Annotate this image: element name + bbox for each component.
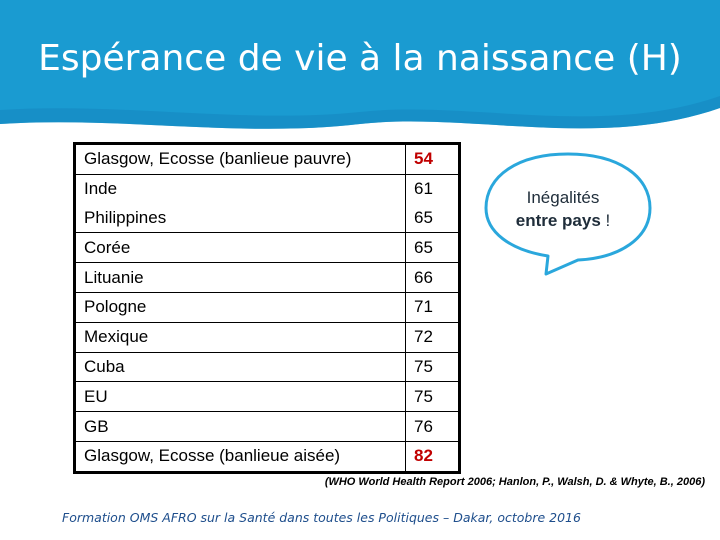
country-cell: Glasgow, Ecosse (banlieue pauvre)	[73, 142, 406, 175]
value-cell: 72	[405, 321, 461, 353]
table-row: Lituanie 66	[73, 262, 461, 293]
value-cell: 65	[405, 203, 461, 234]
callout-text: Inégalités entre pays !	[478, 186, 648, 232]
table-row: EU 75	[73, 381, 461, 413]
callout-line2-suffix: !	[600, 211, 611, 230]
footer-text: Formation OMS AFRO sur la Santé dans tou…	[62, 510, 581, 525]
country-cell: Pologne	[73, 291, 406, 323]
speech-bubble-icon	[484, 152, 652, 276]
value-cell: 75	[405, 381, 461, 413]
callout-line2: entre pays	[515, 211, 601, 230]
value-cell: 61	[405, 173, 461, 204]
country-cell: Cuba	[73, 351, 406, 383]
country-cell: Inde	[73, 173, 406, 204]
country-cell: GB	[73, 411, 406, 442]
table-row: GB 76	[73, 411, 461, 442]
table-row: Glasgow, Ecosse (banlieue pauvre) 54	[73, 142, 461, 175]
value-cell: 66	[405, 262, 461, 293]
life-expectancy-table: Glasgow, Ecosse (banlieue pauvre) 54 Ind…	[73, 142, 461, 474]
source-citation: (WHO World Health Report 2006; Hanlon, P…	[324, 476, 705, 488]
country-cell: Glasgow, Ecosse (banlieue aisée)	[73, 440, 406, 474]
value-cell: 54	[405, 142, 461, 175]
value-cell: 65	[405, 232, 461, 264]
callout-line2-wrap: entre pays !	[478, 209, 648, 232]
table-row: Cuba 75	[73, 351, 461, 383]
country-cell: Corée	[73, 232, 406, 264]
table-row: Corée 65	[73, 232, 461, 264]
table-row: Inde 61	[73, 173, 461, 204]
banner-shape	[0, 0, 720, 129]
value-cell: 82	[405, 440, 461, 474]
table-row: Philippines 65	[73, 203, 461, 234]
title-banner: Espérance de vie à la naissance (H)	[0, 0, 720, 150]
country-cell: Mexique	[73, 321, 406, 353]
callout-line1: Inégalités	[526, 188, 600, 207]
country-cell: Lituanie	[73, 262, 406, 293]
country-cell: EU	[73, 381, 406, 413]
value-cell: 71	[405, 291, 461, 323]
value-cell: 75	[405, 351, 461, 383]
table-row: Mexique 72	[73, 321, 461, 353]
table-row: Glasgow, Ecosse (banlieue aisée) 82	[73, 440, 461, 474]
slide-title: Espérance de vie à la naissance (H)	[38, 38, 682, 79]
value-cell: 76	[405, 411, 461, 442]
country-cell: Philippines	[73, 203, 406, 234]
table-row: Pologne 71	[73, 291, 461, 323]
